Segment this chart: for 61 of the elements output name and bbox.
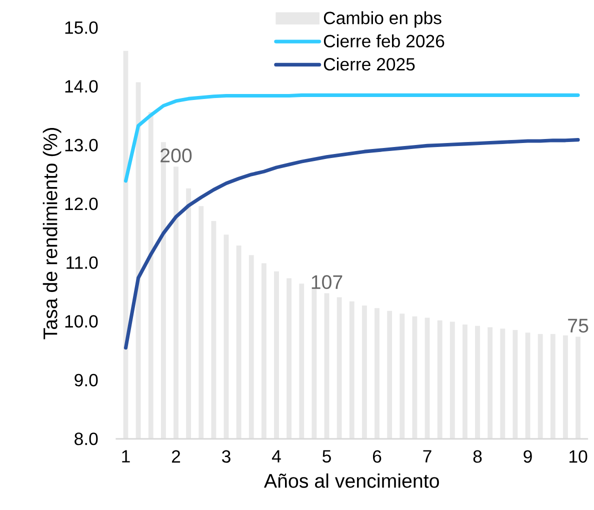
x-tick-label: 3 (222, 450, 230, 463)
bar (224, 234, 229, 439)
bar (148, 112, 154, 439)
bar (387, 310, 392, 439)
bar (174, 166, 178, 439)
y-tick-label: 12.0 (65, 198, 98, 210)
bar (274, 271, 279, 439)
bar (576, 336, 580, 439)
x-tick-label: 9 (524, 450, 532, 463)
y-tick-label: 15.0 (65, 21, 98, 34)
data-label: 107 (312, 275, 342, 290)
data-label: 75 (568, 318, 588, 333)
bar (136, 82, 141, 439)
bar (525, 332, 530, 439)
bar (198, 206, 204, 439)
bar (324, 293, 330, 439)
bar (312, 289, 317, 439)
x-tick-label: 2 (172, 450, 180, 463)
bar (550, 334, 556, 439)
y-tick-label: 13.0 (65, 138, 98, 152)
bar (437, 320, 442, 439)
bar (236, 246, 242, 439)
bar (248, 255, 254, 439)
y-tick-label: 14.0 (65, 80, 98, 93)
x-tick-label: 6 (372, 450, 382, 463)
data-label: 200 (160, 148, 192, 163)
y-tick-label: 10.0 (65, 315, 98, 328)
bar (349, 301, 354, 439)
legend-label: Cierre feb 2026 (324, 34, 444, 48)
bar (211, 221, 216, 439)
bar (424, 318, 430, 439)
bar (462, 324, 468, 439)
bar (374, 308, 380, 439)
bar (500, 328, 506, 439)
x-tick-label: 10 (570, 450, 588, 463)
bar (286, 278, 292, 439)
bar (475, 326, 480, 439)
y-tick-label: 8.0 (74, 432, 98, 446)
bar (299, 284, 304, 439)
x-tick-label: 5 (322, 450, 331, 463)
x-tick-label: 4 (272, 450, 281, 462)
x-tick-label: 7 (423, 450, 432, 462)
y-axis-title: Tasa de rendimiento (%) (42, 128, 62, 340)
x-axis-title: Años al vencimiento (264, 474, 439, 488)
bar (488, 327, 493, 439)
legend-label: Cierre 2025 (324, 58, 415, 71)
bar (336, 297, 342, 439)
x-tick-label: 1 (122, 450, 130, 462)
bar (563, 335, 568, 439)
bar (538, 334, 543, 439)
legend-label: Cambio en pbs (324, 11, 442, 28)
bar (450, 322, 455, 439)
y-tick-label: 9.0 (74, 374, 98, 386)
x-tick-label: 8 (473, 450, 482, 463)
bar (362, 306, 367, 439)
bar (512, 330, 518, 439)
bar (261, 263, 266, 439)
bar (400, 314, 405, 439)
bar (186, 188, 192, 439)
bar (412, 316, 418, 439)
y-tick-label: 11.0 (66, 256, 98, 269)
